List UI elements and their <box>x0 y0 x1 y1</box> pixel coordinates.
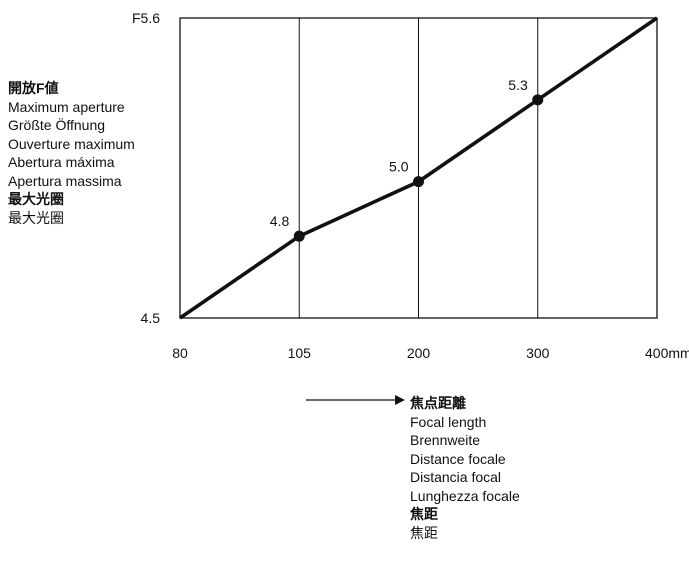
data-label: 5.0 <box>389 159 409 175</box>
y-tick-label: F5.6 <box>132 10 160 26</box>
data-point <box>532 94 544 106</box>
plot-frame <box>179 17 658 319</box>
y-tick-labels: F5.6 4.5 <box>132 10 160 326</box>
legend-line: Distance focale <box>410 450 506 467</box>
legend-line: Maximum aperture <box>8 98 125 115</box>
data-point <box>293 230 305 242</box>
y-axis-legend: 開放F値 Maximum aperture Größte Öffnung Ouvert… <box>8 79 135 227</box>
grid <box>298 18 539 318</box>
x-axis-legend: 焦点距離 Focal length Brennweite Distance focal… <box>410 394 520 542</box>
x-tick-label: 80 <box>172 345 188 361</box>
data-point <box>413 176 424 188</box>
legend-line: 焦距 <box>410 524 438 541</box>
legend-line: 最大光圈 <box>8 191 64 207</box>
marker-layer: 4.8 5.0 5.3 <box>270 77 544 242</box>
legend-line: 最大光圈 <box>8 209 64 226</box>
legend-line: Ouverture maximum <box>8 135 135 152</box>
data-label: 4.8 <box>270 213 290 229</box>
x-tick-label: 105 <box>288 345 312 361</box>
legend-line: Distancia focal <box>410 469 502 485</box>
y-tick-label: 4.5 <box>141 310 161 326</box>
legend-line: Größte Öffnung <box>8 117 106 133</box>
legend-line: Focal length <box>410 413 487 430</box>
legend-line: 開放F値 <box>8 80 59 96</box>
x-tick-label: 200 <box>407 345 431 361</box>
legend-line: Abertura máxima <box>8 154 115 170</box>
x-tick-labels: 80 105 200 300 400mm <box>172 345 689 361</box>
legend-line: 焦距 <box>410 506 438 522</box>
x-tick-label: 400mm <box>645 345 689 361</box>
right-arrow-icon <box>306 395 405 405</box>
x-tick-label: 300 <box>526 345 550 361</box>
legend-line: Lunghezza focale <box>410 487 520 504</box>
legend-line: 焦点距離 <box>410 395 466 411</box>
legend-line: Apertura massima <box>8 172 122 189</box>
data-label: 5.3 <box>508 77 528 93</box>
legend-line: Brennweite <box>410 432 481 448</box>
